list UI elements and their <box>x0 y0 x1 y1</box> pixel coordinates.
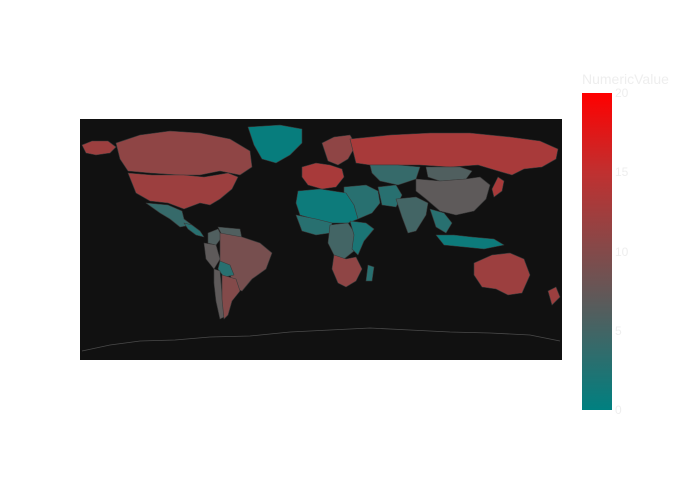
world-map-svg: Alaska (USA): 12Canada: 11Greenland: 0.5… <box>81 124 561 352</box>
country-madagascar[interactable]: Madagascar: 3 <box>365 264 375 282</box>
country-scandinavia[interactable]: Scandinavia: 11 <box>321 134 357 166</box>
country-japan[interactable]: Japan: 13 <box>491 176 505 198</box>
land-layer: Alaska (USA): 12Canada: 11Greenland: 0.5… <box>81 124 561 320</box>
country-chile[interactable]: Chile: 7 <box>213 268 225 320</box>
country-greenland[interactable]: Greenland: 0.5 <box>247 124 303 164</box>
country-bolivia[interactable]: Bolivia: 3 <box>217 260 235 278</box>
country-southeast-asia[interactable]: Southeast Asia: 3 <box>429 208 453 234</box>
country-canada[interactable]: Canada: 11 <box>115 130 253 176</box>
colorbar <box>582 93 612 410</box>
colorbar-tick-label: 15 <box>615 165 629 180</box>
country-china[interactable]: China: 7 <box>415 176 491 216</box>
country-central-africa[interactable]: Central Africa: 5 <box>327 222 357 260</box>
country-south-asia[interactable]: South Asia: 5 <box>395 196 429 234</box>
country-alaska-usa[interactable]: Alaska (USA): 12 <box>81 140 117 156</box>
colorbar-tick-label: 20 <box>615 86 629 100</box>
colorbar-tick-label: 0 <box>615 403 622 417</box>
country-australia[interactable]: Australia: 12 <box>473 252 531 296</box>
country-brazil[interactable]: Brazil: 9 <box>219 232 273 292</box>
colorbar-title: NumericValue <box>582 71 669 87</box>
country-central-america[interactable]: Central America: 3 <box>183 222 205 238</box>
country-new-zealand[interactable]: New Zealand: 12 <box>547 286 561 306</box>
country-kazakhstan[interactable]: Kazakhstan: 4 <box>369 164 421 186</box>
antarctica-outline <box>81 327 561 352</box>
world-map[interactable]: Alaska (USA): 12Canada: 11Greenland: 0.5… <box>80 119 562 360</box>
country-western-europe[interactable]: Western Europe: 13 <box>301 162 345 190</box>
country-peru[interactable]: Peru: 7 <box>203 242 221 270</box>
country-southern-africa[interactable]: Southern Africa: 11 <box>331 254 363 288</box>
country-east-africa[interactable]: East Africa: 2 <box>349 220 375 256</box>
colorbar-tick-label: 5 <box>615 323 622 338</box>
country-indonesia[interactable]: Indonesia: 1 <box>435 234 505 250</box>
country-colombia[interactable]: Colombia: 6 <box>207 228 223 246</box>
country-united-states[interactable]: United States: 12 <box>127 172 239 210</box>
country-argentina[interactable]: Argentina: 10 <box>221 274 241 320</box>
colorbar-tick-label: 10 <box>615 244 629 259</box>
